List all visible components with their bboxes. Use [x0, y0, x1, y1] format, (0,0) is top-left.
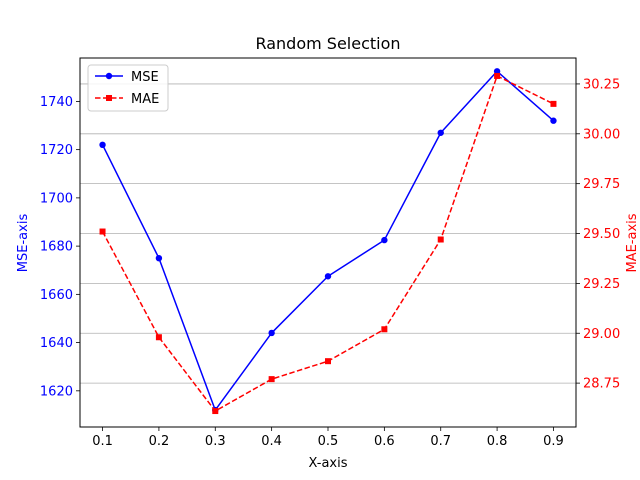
- data-point-mae: [212, 408, 219, 415]
- left-axis-label: MSE-axis: [16, 214, 31, 273]
- legend-marker-mae: [106, 95, 112, 101]
- x-tick-label: 0.2: [149, 434, 170, 449]
- x-axis-ticks: 0.1 0.2 0.3 0.4 0.5 0.6 0.7 0.8 0.9: [92, 427, 564, 449]
- x-tick-label: 0.6: [374, 434, 395, 449]
- data-point-mae: [268, 376, 275, 383]
- right-tick-label: 30.00: [583, 127, 620, 142]
- right-axis-ticks: 28.75 29.00 29.25 29.50 29.75 30.00 30.25: [576, 77, 620, 392]
- right-tick-label: 29.75: [583, 177, 620, 192]
- data-point-mae: [437, 236, 444, 243]
- data-point-mae: [381, 326, 388, 333]
- data-point-mse: [268, 329, 275, 337]
- left-tick-label: 1660: [40, 288, 73, 303]
- left-tick-label: 1740: [40, 95, 73, 110]
- left-axis-ticks: 1620 1640 1660 1680 1700 1720 1740: [40, 95, 80, 399]
- x-axis-label: X-axis: [309, 456, 348, 471]
- data-point-mse: [99, 141, 106, 149]
- legend-label-mse: MSE: [131, 70, 159, 85]
- data-point-mse: [437, 129, 444, 136]
- right-tick-label: 30.25: [583, 77, 620, 92]
- series-layer: [99, 68, 557, 415]
- data-point-mse: [381, 236, 388, 244]
- legend-label-mae: MAE: [131, 92, 159, 107]
- x-tick-label: 0.5: [318, 434, 339, 449]
- right-tick-label: 29.25: [583, 277, 620, 292]
- grid-lines: [80, 83, 576, 384]
- left-tick-label: 1700: [40, 191, 73, 206]
- left-tick-label: 1720: [40, 143, 73, 158]
- x-tick-label: 0.3: [205, 434, 226, 449]
- legend: MSE MAE: [87, 64, 169, 112]
- left-tick-label: 1680: [40, 240, 73, 255]
- x-tick-label: 0.1: [92, 434, 113, 449]
- x-tick-label: 0.8: [487, 434, 508, 449]
- data-point-mse: [324, 273, 332, 280]
- right-tick-label: 28.75: [583, 377, 620, 392]
- data-point-mae: [494, 72, 501, 79]
- data-point-mse: [155, 254, 163, 262]
- x-tick-label: 0.9: [543, 434, 564, 449]
- right-tick-label: 29.00: [583, 327, 620, 342]
- right-tick-label: 29.50: [583, 227, 620, 242]
- left-tick-label: 1640: [40, 336, 73, 351]
- data-point-mae: [99, 228, 106, 235]
- data-point-mse: [550, 117, 557, 124]
- legend-marker-mse: [105, 72, 113, 80]
- left-tick-label: 1620: [40, 384, 73, 399]
- chart-title: Random Selection: [255, 34, 400, 53]
- right-axis-label: MAE-axis: [625, 213, 640, 272]
- x-tick-label: 0.7: [430, 434, 451, 449]
- data-point-mae: [155, 334, 162, 341]
- x-tick-label: 0.4: [261, 434, 282, 449]
- data-point-mae: [550, 100, 557, 107]
- data-point-mse: [493, 68, 501, 75]
- data-point-mae: [325, 358, 331, 365]
